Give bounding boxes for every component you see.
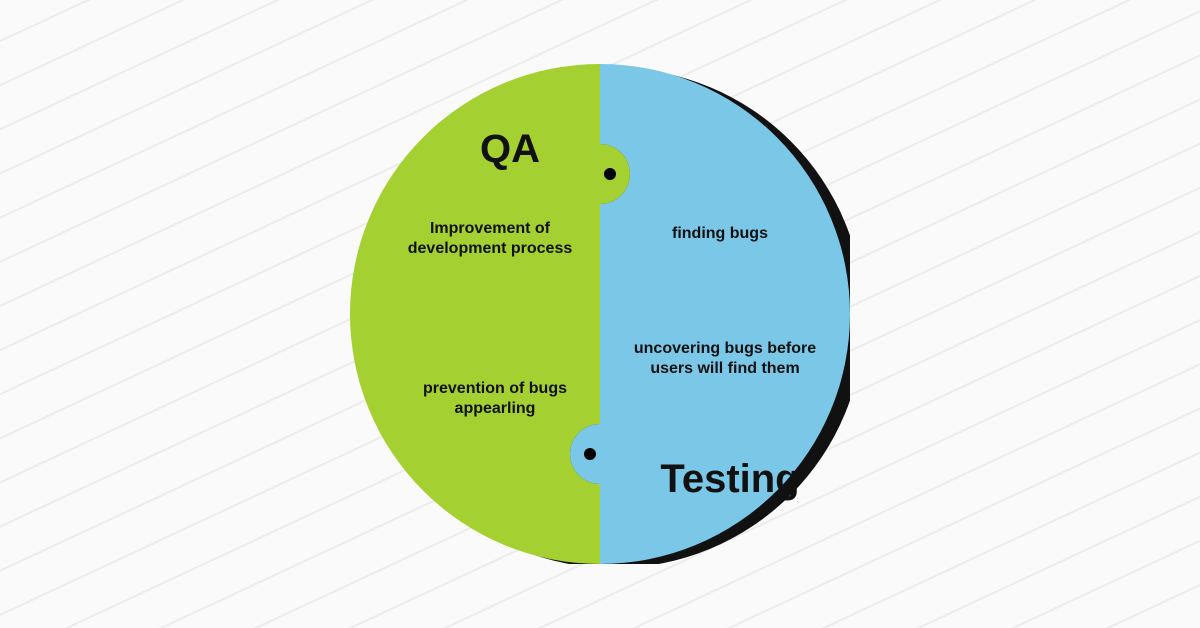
knob-dot-top <box>604 168 616 180</box>
qa-testing-puzzle-diagram: QA Improvement of development process pr… <box>350 64 850 564</box>
testing-title: Testing <box>630 454 830 504</box>
testing-bullet-1: finding bugs <box>640 224 800 244</box>
qa-bullet-1: Improvement of development process <box>390 219 590 259</box>
testing-bullet-2: uncovering bugs before users will find t… <box>620 339 830 379</box>
knob-dot-bottom <box>584 448 596 460</box>
qa-title: QA <box>430 124 590 174</box>
qa-bullet-2: prevention of bugs appearling <box>405 379 585 419</box>
